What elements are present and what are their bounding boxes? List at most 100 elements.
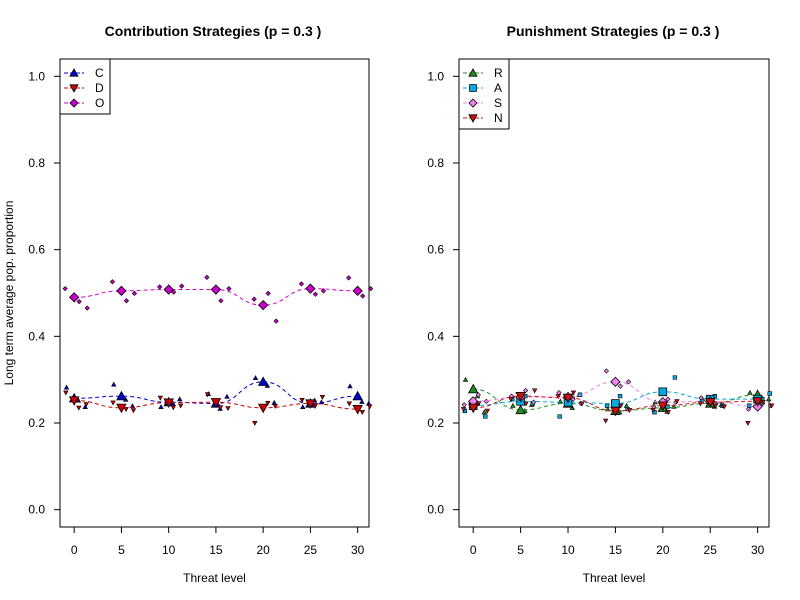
x-tick-label: 30 bbox=[751, 543, 765, 557]
mean-point-o bbox=[352, 285, 363, 296]
x-tick-label: 30 bbox=[351, 543, 365, 557]
legend-label-n: N bbox=[494, 111, 503, 125]
y-tick-label: 0.4 bbox=[28, 329, 45, 343]
replicate-point-d bbox=[299, 397, 305, 403]
replicate-point-r bbox=[623, 402, 630, 408]
replicate-point-o bbox=[346, 275, 352, 281]
y-tick-label: 0.8 bbox=[427, 156, 444, 170]
replicate-point-c bbox=[359, 398, 365, 404]
replicate-point-d bbox=[157, 395, 164, 401]
replicate-point-n bbox=[475, 401, 482, 407]
replicate-point-s bbox=[617, 383, 624, 389]
replicate-point-d bbox=[63, 390, 69, 396]
replicate-point-o bbox=[360, 293, 366, 299]
legend-marker-n bbox=[468, 114, 478, 123]
mean-point-s bbox=[610, 376, 621, 387]
replicate-point-o bbox=[368, 286, 374, 292]
replicate-point-o bbox=[265, 290, 271, 297]
replicate-point-d bbox=[366, 404, 373, 410]
replicate-point-o bbox=[204, 274, 210, 281]
replicate-point-o bbox=[62, 286, 68, 292]
mean-point-c bbox=[257, 376, 269, 386]
mean-point-n bbox=[562, 393, 574, 404]
replicate-point-a bbox=[767, 391, 772, 396]
replicate-point-r bbox=[510, 402, 516, 408]
replicate-point-r bbox=[481, 409, 488, 415]
replicate-point-d bbox=[312, 404, 318, 409]
mean-point-d bbox=[116, 403, 127, 414]
legend-marker-r bbox=[468, 68, 478, 77]
y-tick-label: 0.4 bbox=[427, 329, 444, 343]
replicate-point-o bbox=[298, 281, 305, 287]
mean-point-o bbox=[305, 283, 316, 294]
mean-point-n bbox=[752, 397, 763, 407]
replicate-point-c bbox=[318, 399, 325, 405]
replicate-point-n bbox=[745, 420, 751, 426]
replicate-point-o bbox=[226, 286, 232, 292]
mean-point-d bbox=[305, 399, 316, 409]
replicate-point-n bbox=[768, 403, 775, 409]
replicate-point-n bbox=[721, 404, 727, 410]
mean-point-o bbox=[210, 284, 222, 295]
replicate-point-n bbox=[579, 401, 585, 407]
y-tick-label: 0.8 bbox=[28, 156, 45, 170]
replicate-point-n bbox=[712, 403, 719, 409]
replicate-point-d bbox=[204, 392, 211, 398]
y-tick-label: 0.6 bbox=[28, 243, 45, 257]
replicate-point-s bbox=[698, 395, 704, 401]
replicate-point-d bbox=[217, 405, 224, 411]
replicate-point-d bbox=[110, 400, 116, 406]
punishment-strategies-panel: Punishment Strategies (p = 0.3 ) 0 5 10 15 20… bbox=[427, 23, 775, 585]
y-tick-label: 0.0 bbox=[427, 503, 444, 517]
y-tick-label: 1.0 bbox=[427, 69, 444, 83]
replicate-point-c bbox=[111, 381, 117, 387]
mean-point-n bbox=[704, 398, 716, 408]
legend-marker-c bbox=[69, 68, 79, 77]
replicate-point-n bbox=[484, 408, 490, 414]
replicate-point-n bbox=[618, 403, 624, 409]
replicate-point-o bbox=[179, 283, 185, 289]
x-tick-label: 20 bbox=[656, 543, 670, 557]
replicate-point-s bbox=[461, 402, 467, 408]
legend-label-o: O bbox=[95, 96, 104, 110]
mean-point-o bbox=[116, 285, 127, 296]
x-tick-label: 15 bbox=[609, 543, 623, 557]
replicate-point-n bbox=[523, 401, 529, 407]
replicate-point-d bbox=[265, 401, 271, 406]
legend-marker-s bbox=[468, 98, 478, 108]
legend-marker-a bbox=[469, 84, 477, 92]
mean-point-c bbox=[116, 390, 127, 401]
replicate-point-d bbox=[252, 420, 258, 426]
replicate-point-d bbox=[272, 404, 278, 409]
mean-point-r bbox=[467, 383, 479, 394]
mean-point-n bbox=[610, 406, 621, 417]
replicate-point-n bbox=[508, 397, 514, 402]
replicate-point-o bbox=[109, 279, 116, 285]
chart-title: Contribution Strategies (p = 0.3 ) bbox=[105, 23, 322, 39]
mean-point-n bbox=[657, 401, 669, 412]
replicate-point-n bbox=[570, 390, 577, 396]
legend-label-c: C bbox=[95, 66, 104, 80]
x-tick-label: 5 bbox=[118, 543, 125, 557]
mean-point-d bbox=[210, 398, 222, 408]
replicate-point-n bbox=[674, 399, 680, 405]
replicate-point-d bbox=[359, 410, 366, 415]
mean-point-r bbox=[515, 404, 526, 415]
legend-label-a: A bbox=[494, 81, 502, 95]
replicate-point-n bbox=[760, 400, 766, 406]
mean-point-a bbox=[611, 399, 620, 408]
replicate-point-n bbox=[555, 394, 562, 399]
y-tick-label: 0.2 bbox=[28, 416, 45, 430]
mean-point-o bbox=[163, 284, 174, 295]
replicate-point-o bbox=[312, 291, 319, 297]
x-tick-label: 10 bbox=[561, 543, 575, 557]
replicate-point-o bbox=[131, 290, 138, 297]
replicate-point-d bbox=[83, 402, 89, 408]
x-tick-label: 10 bbox=[162, 543, 176, 557]
replicate-point-c bbox=[177, 396, 183, 402]
replicate-point-a bbox=[604, 403, 610, 408]
y-tick-label: 0.6 bbox=[427, 243, 444, 257]
replicate-point-s bbox=[523, 387, 529, 394]
x-tick-label: 5 bbox=[517, 543, 524, 557]
